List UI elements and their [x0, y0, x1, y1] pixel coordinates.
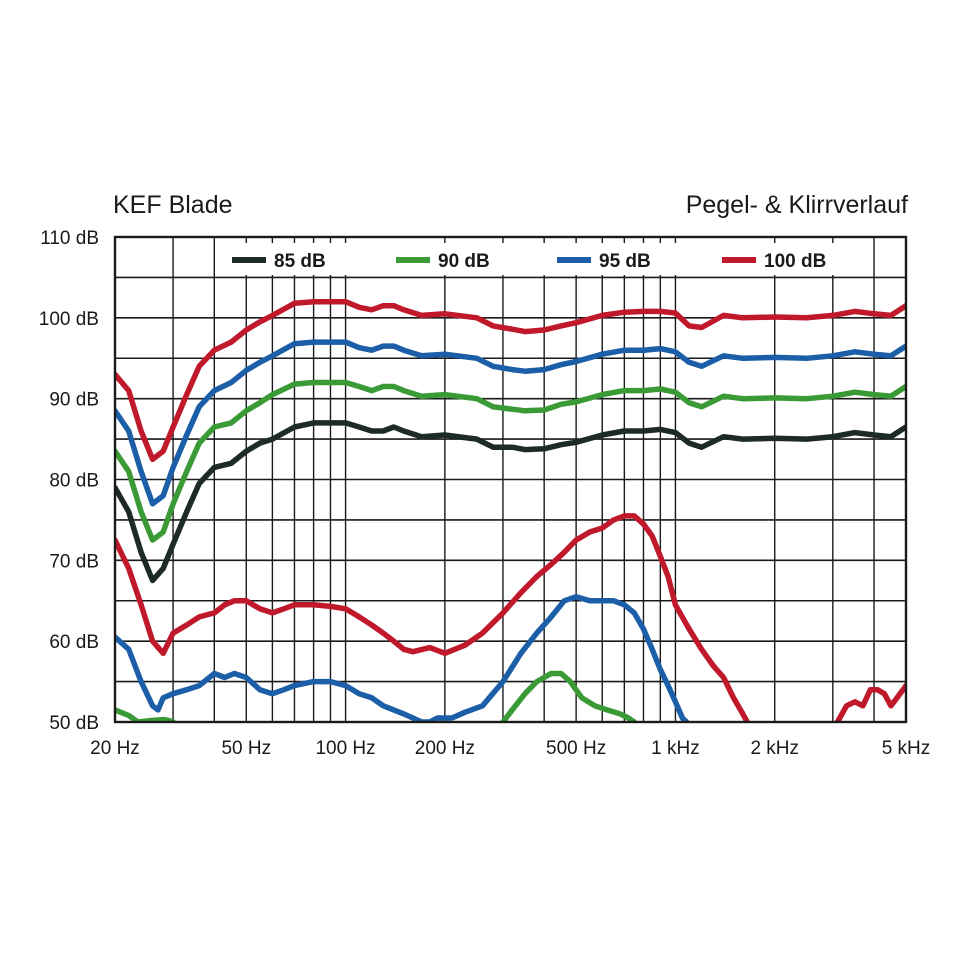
x-tick-label: 20 Hz: [90, 738, 140, 759]
y-tick-label: 70 dB: [49, 551, 99, 572]
x-tick-label: 100 Hz: [315, 738, 375, 759]
series-layer: [115, 298, 906, 722]
x-tick-label: 1 kHz: [651, 738, 700, 759]
series-group: [115, 298, 906, 722]
distortion-line-2-100-db: [834, 682, 906, 722]
y-tick-label: 60 dB: [49, 632, 99, 653]
distortion-line-95-db: [115, 593, 690, 722]
y-tick-label: 90 dB: [49, 390, 99, 411]
x-tick-label: 5 kHz: [882, 738, 931, 759]
x-tick-label: 2 kHz: [750, 738, 799, 759]
distortion-line-90-db: [115, 707, 176, 722]
level-line-95-db: [115, 339, 906, 507]
y-tick-label: 110 dB: [40, 228, 99, 249]
distortion-line-2-90-db: [500, 670, 637, 722]
chart-title: KEF Blade: [113, 191, 233, 219]
level-line-100-db: [115, 298, 906, 463]
level-line-85-db: [115, 420, 906, 584]
y-tick-label: 50 dB: [49, 713, 99, 734]
plot-frame: [113, 235, 908, 724]
legend: 85 dB 90 dB 95 dB 100 dB: [222, 243, 852, 275]
x-tick-label: 200 Hz: [415, 738, 475, 759]
grid: [114, 236, 907, 723]
legend-label: 100 dB: [764, 251, 826, 272]
axes: 110 dB 100 dB 90 dB 80 dB 70 dB 60 dB 50 dB 20 …: [39, 228, 931, 759]
y-tick-label: 80 dB: [49, 471, 99, 492]
legend-label: 85 dB: [274, 251, 326, 272]
legend-label: 95 dB: [599, 251, 651, 272]
level-line-90-db: [115, 379, 906, 543]
chart-subtitle: Pegel- & Klirrverlauf: [685, 191, 908, 219]
x-tick-label: 500 Hz: [546, 738, 606, 759]
legend-label: 90 dB: [438, 251, 490, 272]
y-tick-label: 100 dB: [39, 309, 99, 330]
distortion-line-100-db: [115, 513, 750, 722]
x-tick-label: 50 Hz: [221, 738, 271, 759]
